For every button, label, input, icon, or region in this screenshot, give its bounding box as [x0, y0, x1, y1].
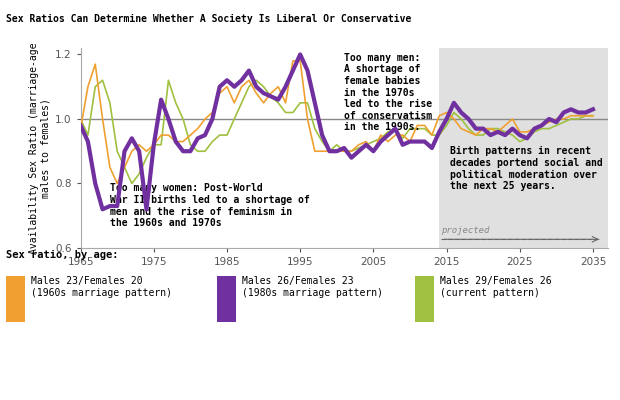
Text: Males 26/Females 23
(1980s marriage pattern): Males 26/Females 23 (1980s marriage patt… [242, 276, 383, 298]
Text: Birth patterns in recent
decades portend social and
political moderation over
th: Birth patterns in recent decades portend… [450, 146, 603, 191]
Text: Sex ratio, by age:: Sex ratio, by age: [6, 250, 118, 260]
Text: projected: projected [441, 226, 490, 236]
Y-axis label: Availability Sex Ratio (marriage-age
males to females): Availability Sex Ratio (marriage-age mal… [29, 42, 51, 254]
Text: Males 29/Females 26
(current pattern): Males 29/Females 26 (current pattern) [440, 276, 552, 298]
Bar [439, 48, 615, 248]
Text: Too many women: Post-World
War II births led to a shortage of
men and the rise o: Too many women: Post-World War II births… [110, 184, 309, 228]
Text: Sex Ratios Can Determine Whether A Society Is Liberal Or Conservative: Sex Ratios Can Determine Whether A Socie… [6, 14, 412, 24]
Text: Too many men:
A shortage of
female babies
in the 1970s
led to the rise
of conser: Too many men: A shortage of female babie… [344, 53, 432, 132]
Text: Males 23/Females 20
(1960s marriage pattern): Males 23/Females 20 (1960s marriage patt… [31, 276, 172, 298]
